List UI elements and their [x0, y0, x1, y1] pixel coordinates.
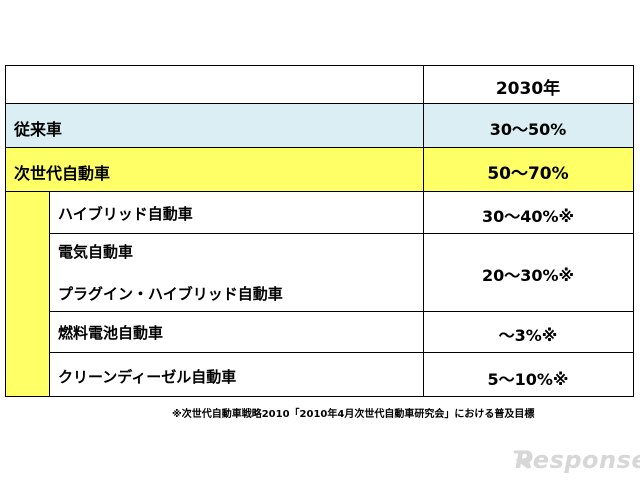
nextgen-bracket-bg: [5, 191, 49, 397]
sub-label-phev: プラグイン・ハイブリッド自動車: [58, 285, 283, 303]
sub-label-ev: 電気自動車: [58, 243, 134, 261]
sub-value-clean-diesel: 5～10%※: [487, 370, 569, 389]
sub-label-hybrid: ハイブリッド自動車: [58, 205, 193, 223]
sub-value-fuel-cell: ～3%※: [498, 326, 558, 345]
row-label-nextgen: 次世代自動車: [14, 164, 111, 183]
row-value-nextgen: 50～70%: [487, 164, 569, 184]
row-label-conventional: 従来車: [14, 120, 63, 139]
sub-value-ev-phev: 20～30%※: [481, 266, 575, 285]
conventional-row-bg: [5, 103, 633, 147]
response-watermark: Response.: [515, 446, 640, 474]
sub-label-fuel-cell: 燃料電池自動車: [58, 324, 164, 342]
source-footnote: ※次世代自動車戦略2010「2010年4月次世代自動車研究会」における普及目標: [172, 409, 535, 420]
sub-value-hybrid: 30～40%※: [481, 207, 575, 226]
header-year: 2030年: [495, 79, 561, 99]
nextgen-row-bg: [5, 147, 633, 191]
response-logo-icon: [513, 450, 533, 469]
row-value-conventional: 30～50%: [489, 120, 567, 139]
sub-label-clean-diesel: クリーンディーゼル自動車: [58, 368, 237, 386]
